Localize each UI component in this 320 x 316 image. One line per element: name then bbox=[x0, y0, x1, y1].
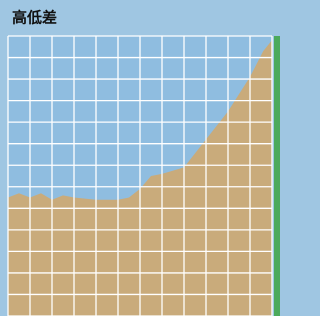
side-strip bbox=[274, 36, 280, 316]
chart-title: 高低差 bbox=[12, 9, 57, 27]
chart: 高低差 bbox=[0, 0, 280, 316]
